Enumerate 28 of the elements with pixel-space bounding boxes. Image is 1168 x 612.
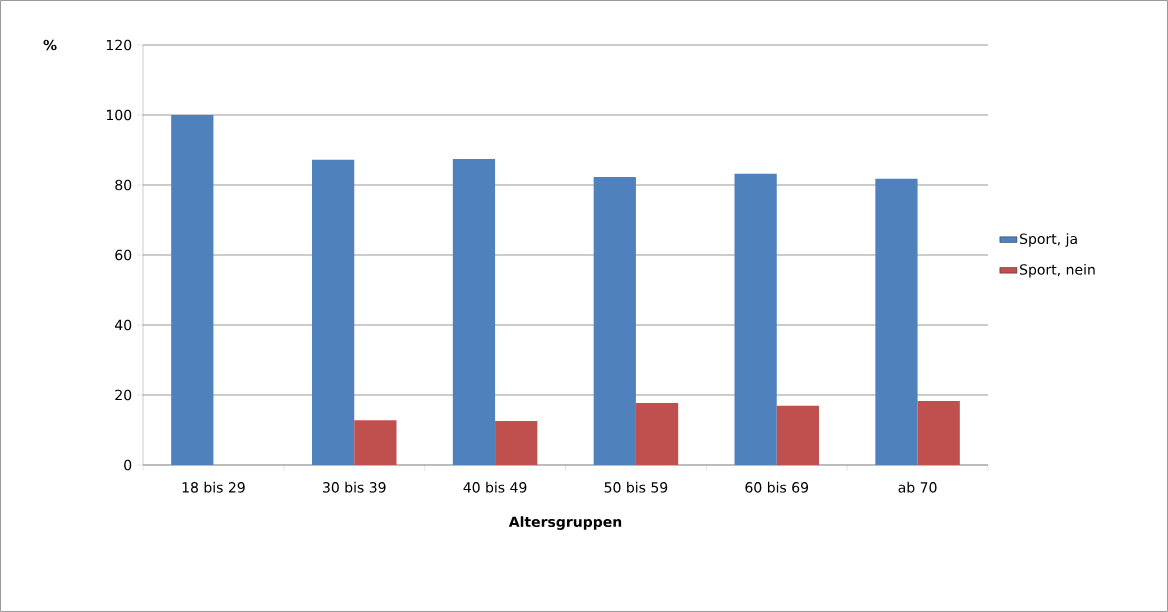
- x-tick-label: 40 bis 49: [463, 481, 527, 493]
- bar: [875, 178, 918, 465]
- x-tick-label: ab 70: [898, 481, 937, 493]
- bar: [312, 159, 355, 465]
- legend-label: Sport, nein: [1020, 263, 1095, 278]
- x-tick-label: 30 bis 39: [323, 481, 386, 493]
- y-tick-label: 80: [115, 179, 132, 191]
- bar: [171, 114, 214, 465]
- x-tick-label: 60 bis 69: [745, 481, 809, 493]
- bar: [495, 420, 538, 465]
- y-tick-label: 120: [106, 39, 132, 51]
- y-tick-label: 0: [124, 459, 132, 471]
- y-tick-label: 100: [106, 109, 132, 121]
- y-axis-title: %: [43, 39, 57, 51]
- bar: [776, 405, 819, 465]
- legend-label: Sport, ja: [1020, 233, 1077, 247]
- bar: [354, 420, 397, 465]
- bar: [635, 403, 679, 465]
- y-tick-label: 20: [115, 389, 132, 401]
- y-tick-label: 60: [115, 249, 132, 261]
- x-axis-title: Altersgruppen: [508, 516, 622, 530]
- y-tick-label: 40: [115, 319, 132, 331]
- bar: [917, 400, 960, 465]
- bar: [452, 159, 496, 465]
- bar: [734, 173, 777, 465]
- bar: [593, 176, 636, 465]
- x-tick-label: 50 bis 59: [604, 481, 668, 493]
- x-tick-label: 18 bis 29: [182, 481, 245, 493]
